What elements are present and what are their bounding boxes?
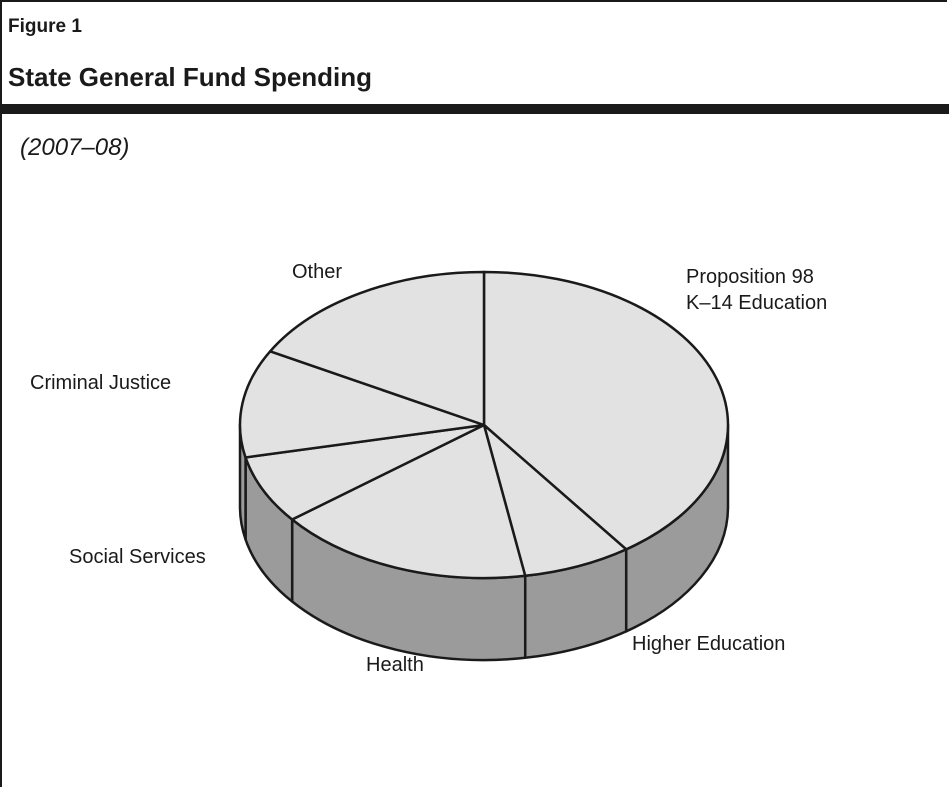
- slice-label-3: Social Services: [69, 546, 206, 568]
- pie-slice-4: [238, 350, 486, 459]
- pie-slice-0: [482, 270, 730, 551]
- pie-sides: [238, 423, 730, 662]
- figure-title: State General Fund Spending: [8, 62, 373, 92]
- figure-label: Figure 1: [8, 16, 82, 37]
- slice-label-4: Criminal Justice: [30, 372, 171, 394]
- pie-slice-1: [482, 423, 628, 578]
- slice-label-2: Health: [366, 654, 424, 676]
- title-rule: [0, 104, 949, 114]
- pie-slice-2: [290, 423, 527, 580]
- slice-label-0: Proposition 98 K–14 Education: [686, 266, 827, 314]
- slice-label-5: Other: [292, 261, 342, 283]
- figure-subtitle: (2007–08): [20, 134, 130, 161]
- pie-labels: Proposition 98 K–14 Education Higher Educa…: [30, 261, 827, 676]
- pie-slice-3: [244, 423, 486, 521]
- slice-label-1: Higher Education: [632, 633, 785, 655]
- pie-top: [238, 270, 730, 580]
- pie-slice-5: [268, 270, 486, 427]
